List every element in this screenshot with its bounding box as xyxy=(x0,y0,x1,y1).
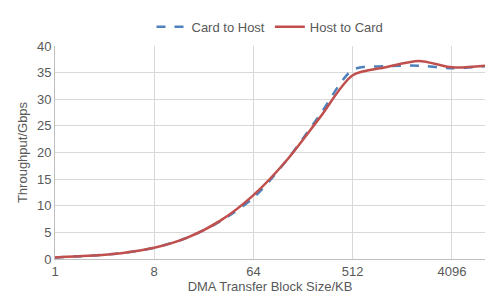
svg-text:35: 35 xyxy=(37,65,51,80)
svg-text:64: 64 xyxy=(246,264,260,279)
svg-text:Throughput/Gbps: Throughput/Gbps xyxy=(15,101,30,203)
svg-text:15: 15 xyxy=(37,172,51,187)
svg-text:0: 0 xyxy=(44,252,51,267)
svg-text:Host to Card: Host to Card xyxy=(310,20,383,35)
svg-text:40: 40 xyxy=(37,39,51,54)
svg-text:30: 30 xyxy=(37,92,51,107)
svg-text:4096: 4096 xyxy=(437,264,466,279)
svg-text:8: 8 xyxy=(151,264,158,279)
svg-text:5: 5 xyxy=(44,225,51,240)
svg-text:DMA Transfer Block Size/KB: DMA Transfer Block Size/KB xyxy=(188,279,353,294)
svg-text:20: 20 xyxy=(37,145,51,160)
svg-text:25: 25 xyxy=(37,118,51,133)
svg-text:Card to Host: Card to Host xyxy=(192,20,265,35)
svg-text:10: 10 xyxy=(37,198,51,213)
svg-text:512: 512 xyxy=(342,264,364,279)
svg-text:1: 1 xyxy=(51,264,58,279)
